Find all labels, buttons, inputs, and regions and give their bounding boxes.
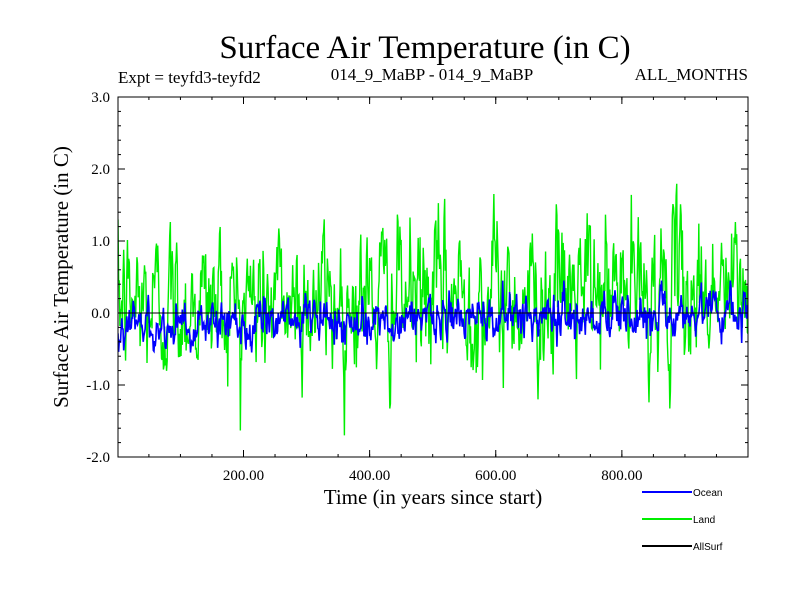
y-tick-label: 3.0: [91, 90, 110, 106]
chart-title: Surface Air Temperature (in C): [219, 30, 630, 66]
legend-label-land: Land: [693, 515, 715, 526]
experiment-label: Expt = teyfd3-teyfd2: [118, 68, 261, 87]
x-tick-label: 600.00: [475, 468, 516, 484]
y-tick-label: -2.0: [86, 450, 110, 466]
legend-label-allsurf: AllSurf: [693, 542, 723, 553]
y-axis-label: Surface Air Temperature (in C): [49, 146, 73, 408]
y-tick-label: 2.0: [91, 162, 110, 178]
x-tick-label: 400.00: [349, 468, 390, 484]
period-label: 014_9_MaBP - 014_9_MaBP: [331, 65, 533, 84]
y-axis: -2.0 -1.0 0.0 1.0 2.0 3.0: [86, 90, 748, 466]
x-tick-label: 200.00: [223, 468, 264, 484]
legend: Ocean Land AllSurf: [642, 488, 723, 553]
legend-label-ocean: Ocean: [693, 488, 722, 499]
y-tick-label: 1.0: [91, 234, 110, 250]
x-tick-label: 800.00: [601, 468, 642, 484]
months-label: ALL_MONTHS: [635, 65, 748, 84]
x-axis-label: Time (in years since start): [324, 485, 543, 509]
y-tick-label: 0.0: [91, 306, 110, 322]
x-axis: 200.00 400.00 600.00 800.00: [148, 97, 717, 484]
series-line-ocean: [118, 280, 748, 354]
y-tick-label: -1.0: [86, 378, 110, 394]
